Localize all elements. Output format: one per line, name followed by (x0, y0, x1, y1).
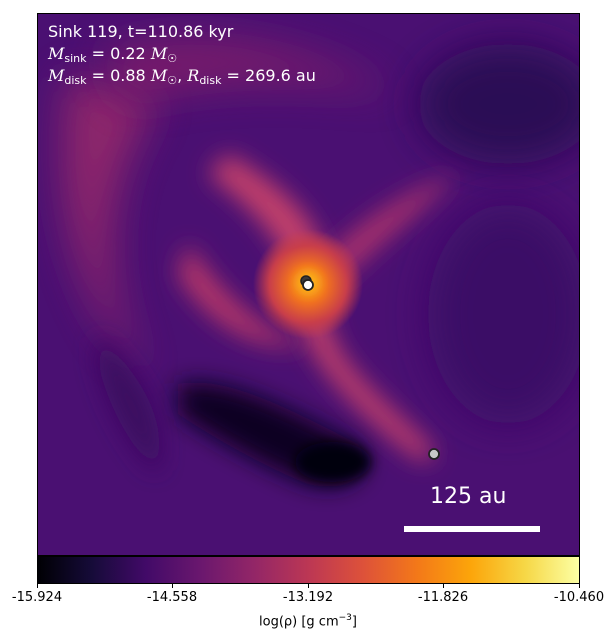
density-map-panel: Sink 119, t=110.86 kyr Msink = 0.22 M☉ M… (37, 13, 580, 556)
dark-region-right (428, 204, 579, 424)
sink-info-label: Sink 119, t=110.86 kyr (48, 22, 234, 41)
colorbar-label: log(ρ) [g cm−3] (259, 613, 357, 630)
colorbar-tick-label: -15.924 (11, 590, 63, 605)
colorbar-tick-label: -13.192 (282, 590, 334, 605)
colorbar-tick (443, 584, 444, 588)
scale-bar-label: 125 au (430, 484, 507, 509)
colorbar-tick-label: -14.558 (146, 590, 198, 605)
colorbar-tick-label: -10.460 (553, 590, 605, 605)
colorbar (37, 556, 580, 584)
central-sink-2 (302, 279, 314, 291)
dark-cavity-core (295, 442, 371, 482)
colorbar-tick (172, 584, 173, 588)
colorbar-tick (579, 584, 580, 588)
sink-mass-label: Msink = 0.22 M☉ (48, 44, 178, 65)
colorbar-tick-label: -11.826 (417, 590, 469, 605)
disk-properties-label: Mdisk = 0.88 M☉, Rdisk = 269.6 au (48, 66, 316, 87)
companion-sink (428, 448, 440, 460)
upper-arc (98, 37, 398, 104)
colorbar-tick (308, 584, 309, 588)
lower-left-shade (98, 334, 160, 474)
left-spiral (178, 244, 308, 346)
dark-region-top-right (418, 44, 579, 164)
colorbar-tick (37, 584, 38, 588)
outer-arc (61, 74, 159, 374)
density-field (38, 14, 579, 555)
scale-bar (404, 526, 540, 532)
